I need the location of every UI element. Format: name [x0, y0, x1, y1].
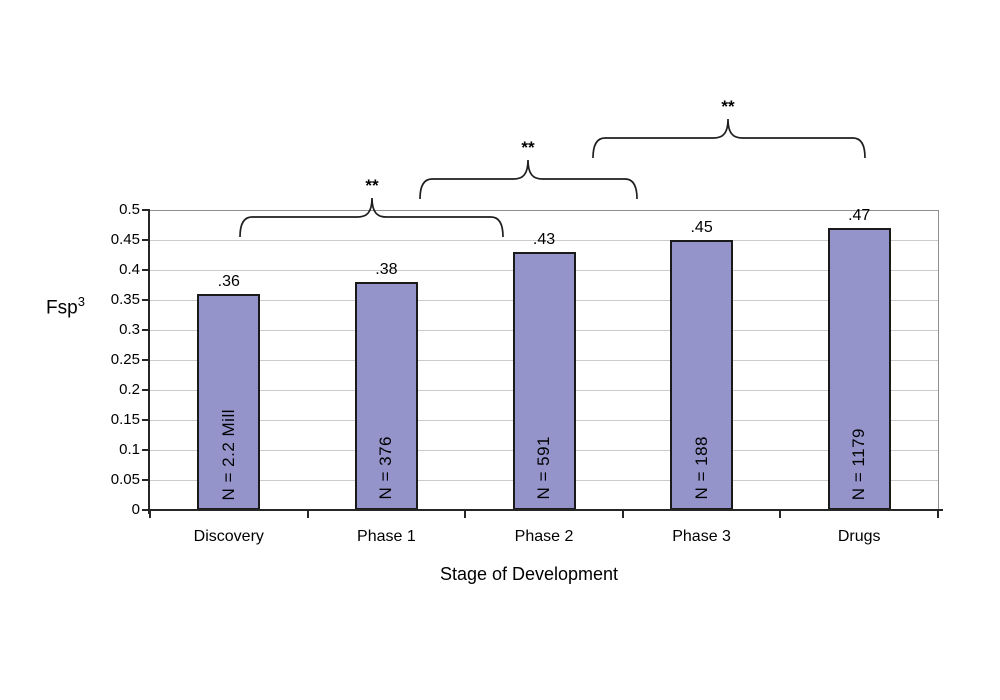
bar-phase-2: N = 591: [512, 252, 576, 510]
bar-value-label-drugs: .47: [848, 207, 871, 224]
bar-drugs: N = 1179: [827, 228, 891, 510]
y-tick-label: 0.45: [110, 231, 140, 248]
bar-n-label-phase-3: N = 188: [691, 436, 711, 500]
y-axis-tick: [142, 449, 150, 451]
y-axis-title-text: Fsp: [46, 297, 78, 319]
bar-n-label-discovery: N = 2.2 Mill: [218, 408, 238, 501]
y-axis-title: Fsp3: [46, 294, 85, 319]
y-axis-tick: [142, 479, 150, 481]
x-tick-label-discovery: Discovery: [193, 528, 264, 545]
x-axis-tick: [306, 511, 309, 518]
x-axis-line: [145, 509, 943, 511]
x-axis-tick: [779, 511, 782, 518]
y-tick-label: 0.1: [119, 441, 140, 458]
y-axis-tick: [142, 209, 150, 211]
bar-value-label-phase-2: .43: [532, 231, 556, 248]
y-tick-label: 0.4: [119, 261, 140, 278]
bar-phase-1: N = 376: [354, 282, 418, 510]
bar-n-label-phase-2: N = 591: [534, 436, 553, 500]
x-axis-tick: [149, 511, 151, 518]
bar-value-label-phase-1: .38: [375, 261, 398, 278]
bar-value-label-discovery: .36: [217, 273, 240, 290]
bar-n-label-drugs: N = 1179: [849, 427, 869, 500]
x-axis-tick: [621, 511, 624, 518]
x-tick-label-phase-1: Phase 1: [357, 528, 416, 545]
bar-value-label-phase-3: .45: [690, 219, 713, 236]
significance-stars-3: **: [721, 97, 735, 116]
x-axis-tick: [937, 511, 939, 518]
bar-discovery: N = 2.2 Mill: [197, 294, 261, 510]
y-axis-tick: [142, 359, 150, 361]
gridline: [150, 239, 938, 241]
y-tick-label: 0.15: [110, 411, 140, 428]
y-axis-tick: [142, 389, 150, 391]
significance-brace-3: [592, 118, 866, 159]
y-axis-tick: [142, 419, 150, 421]
x-tick-label-phase-3: Phase 3: [672, 528, 731, 545]
y-axis-line: [148, 209, 150, 514]
x-tick-label-drugs: Drugs: [837, 528, 881, 545]
y-axis-tick: [142, 299, 150, 301]
significance-stars-1: **: [365, 176, 379, 195]
y-tick-label: 0.2: [119, 381, 140, 398]
y-tick-label: 0.25: [110, 351, 140, 368]
y-axis-tick: [142, 239, 150, 241]
y-axis-tick: [142, 329, 150, 331]
y-tick-label: 0.5: [119, 201, 140, 218]
y-tick-label: 0.35: [110, 291, 140, 308]
y-tick-label: 0.05: [110, 471, 140, 488]
bar-phase-3: N = 188: [670, 240, 734, 510]
significance-stars-2: **: [521, 138, 535, 157]
y-tick-label: 0: [131, 501, 140, 518]
y-axis-tick: [142, 269, 150, 271]
x-tick-label-phase-2: Phase 2: [514, 528, 574, 545]
x-axis-tick: [464, 511, 467, 518]
significance-brace-2: [419, 159, 638, 200]
x-axis-title: Stage of Development: [439, 564, 619, 584]
y-axis-title-superscript: 3: [77, 294, 85, 309]
bar-n-label-phase-1: N = 376: [376, 436, 396, 500]
y-tick-label: 0.3: [119, 321, 140, 338]
